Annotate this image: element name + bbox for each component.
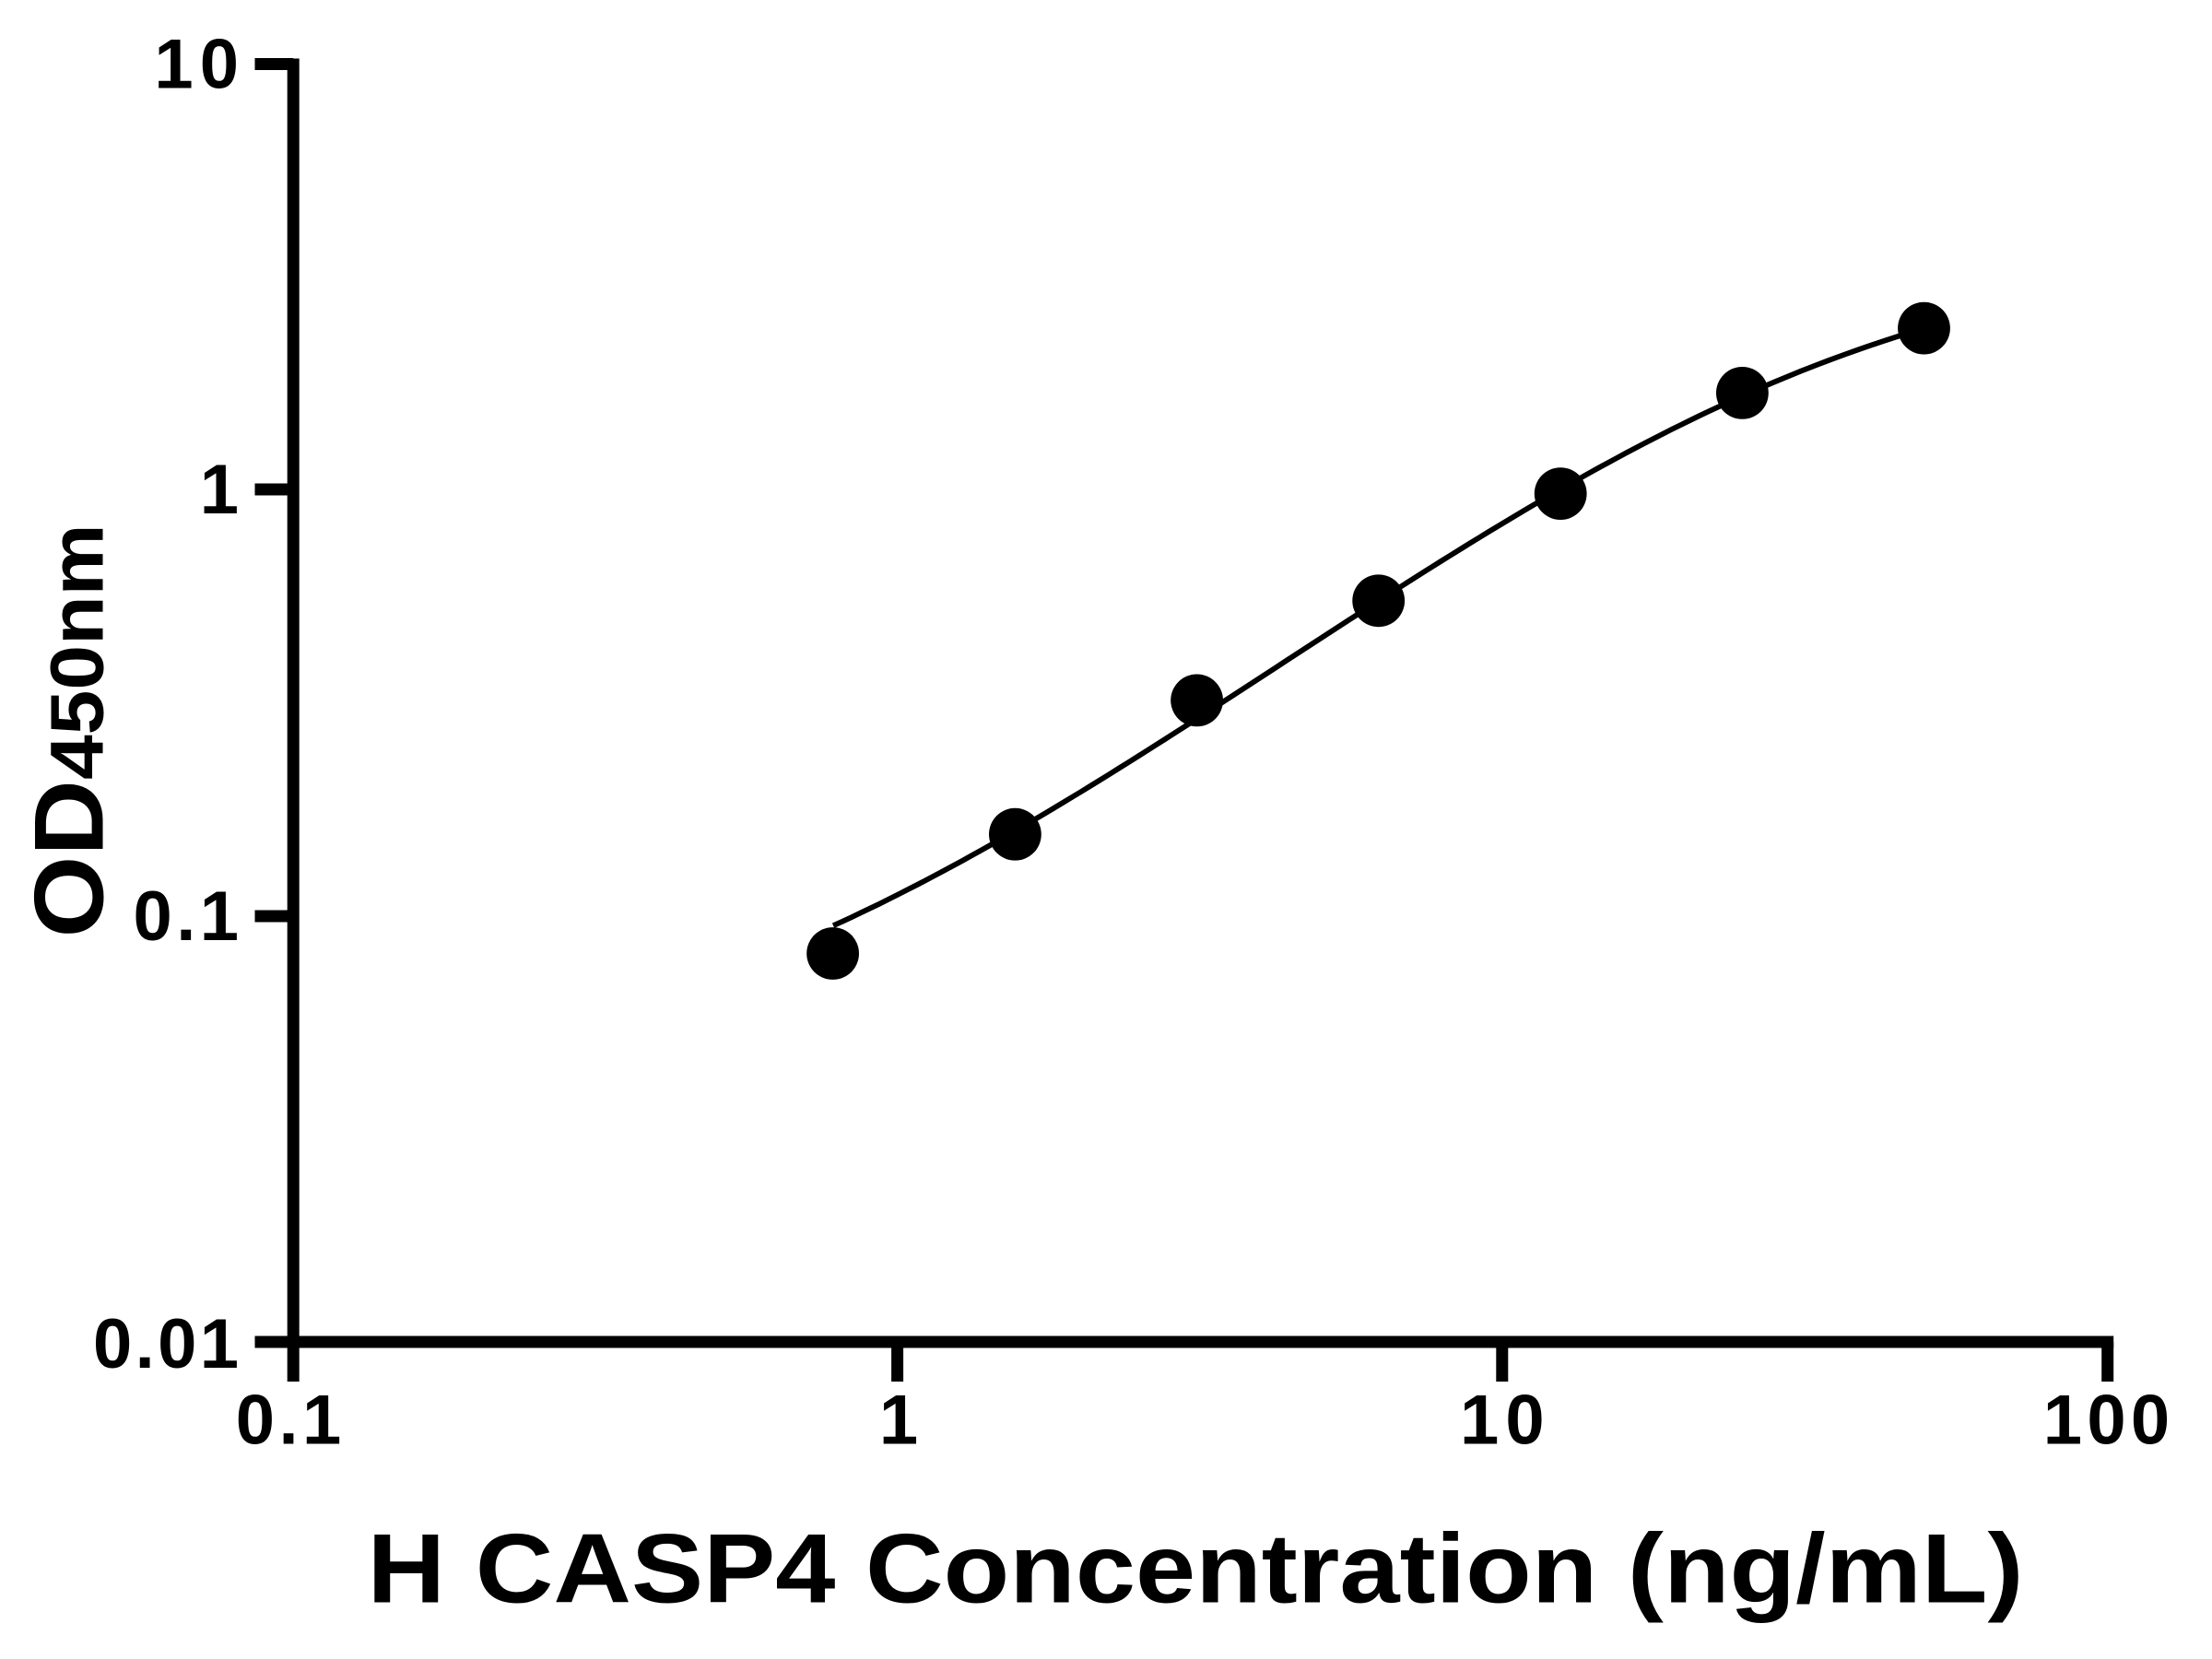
svg-text:0.1: 0.1 bbox=[236, 1382, 342, 1460]
svg-text:0.1: 0.1 bbox=[134, 877, 240, 956]
svg-text:100: 100 bbox=[2043, 1382, 2170, 1460]
svg-text:OD450nm: OD450nm bbox=[14, 524, 124, 938]
svg-text:H CASP4 Concentration (ng/mL): H CASP4 Concentration (ng/mL) bbox=[368, 1513, 2024, 1624]
svg-text:0.01: 0.01 bbox=[93, 1305, 239, 1383]
svg-text:1: 1 bbox=[200, 451, 239, 529]
svg-text:1: 1 bbox=[879, 1382, 918, 1460]
